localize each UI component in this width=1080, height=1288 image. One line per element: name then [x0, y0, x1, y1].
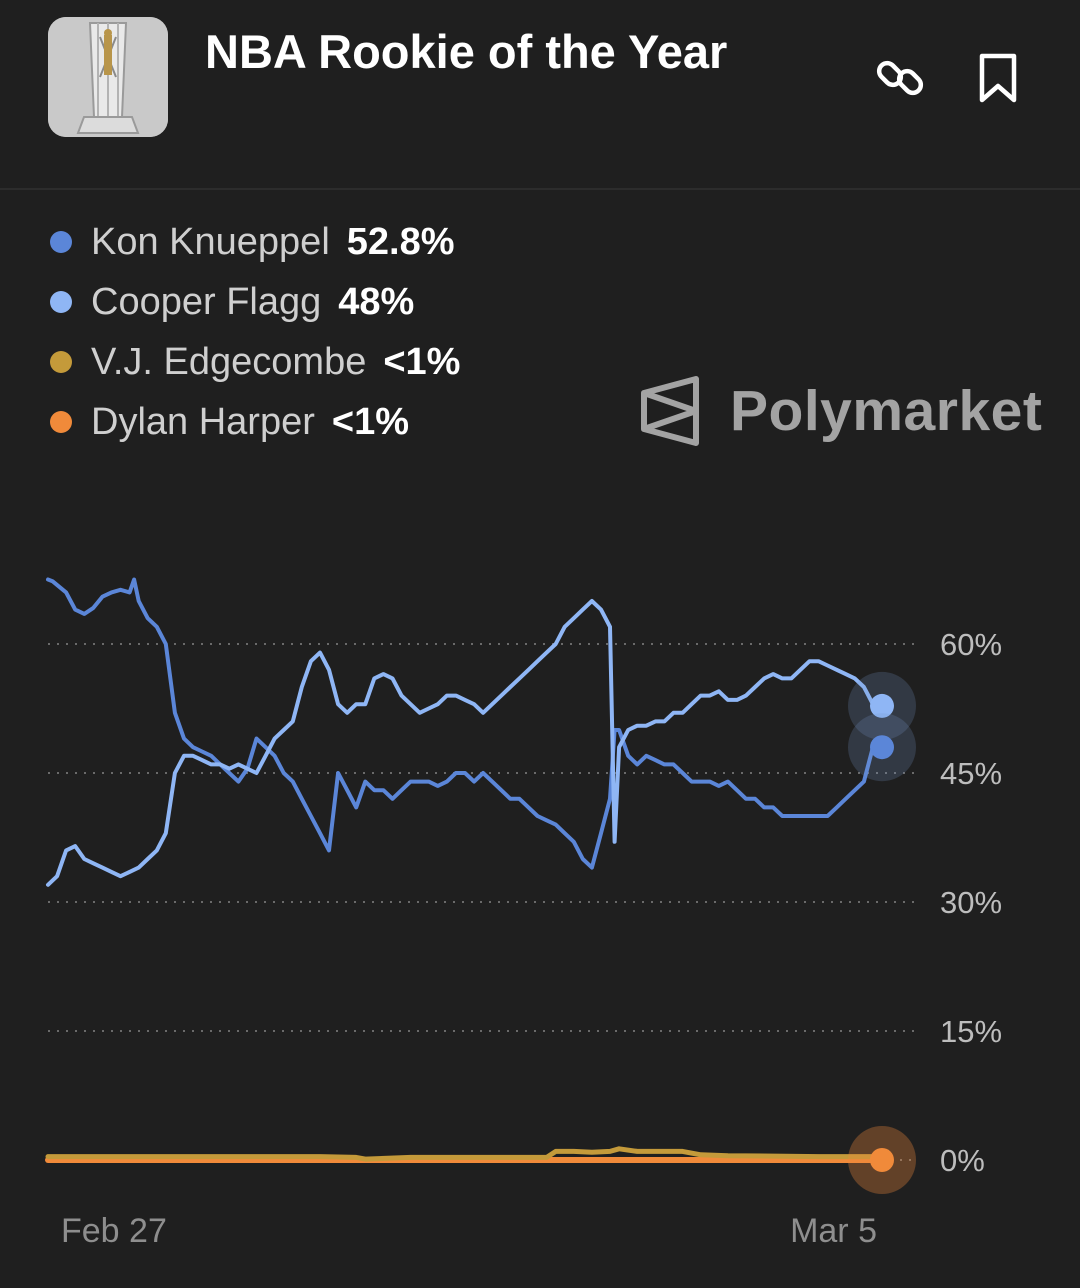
endpoint-dot — [870, 735, 894, 760]
brand-name: Polymarket — [730, 379, 1043, 443]
bookmark-button[interactable] — [970, 50, 1026, 106]
endpoint-dot — [870, 693, 894, 718]
y-tick-label: 0% — [940, 1143, 985, 1178]
legend-name: V.J. Edgecombe — [91, 340, 367, 383]
legend-dot — [50, 291, 72, 313]
market-thumbnail — [48, 17, 168, 137]
bookmark-icon — [979, 53, 1017, 103]
legend-value: <1% — [383, 340, 461, 383]
legend-item: Dylan Harper <1% — [48, 392, 608, 452]
trophy-icon — [48, 17, 168, 137]
legend-value: 52.8% — [346, 220, 455, 263]
polymarket-logo-icon — [641, 376, 699, 446]
series-line — [46, 577, 884, 870]
legend-item: Cooper Flagg 48% — [48, 272, 608, 332]
legend-dot — [50, 411, 72, 433]
series-line — [46, 599, 884, 887]
legend-value: 48% — [338, 280, 415, 323]
legend-item: V.J. Edgecombe <1% — [48, 332, 608, 392]
market-header: NBA Rookie of the Year — [0, 0, 1080, 190]
legend-dot — [50, 351, 72, 373]
legend-name: Dylan Harper — [91, 400, 315, 443]
legend-value: <1% — [331, 400, 409, 443]
polymarket-brand: Polymarket — [640, 375, 1042, 447]
series-line — [45, 1146, 885, 1162]
legend-dot — [50, 231, 72, 253]
link-icon — [876, 60, 924, 96]
y-tick-label: 15% — [940, 1014, 1002, 1049]
legend-item: Kon Knueppel 52.8% — [48, 212, 608, 272]
y-tick-label: 60% — [940, 627, 1002, 662]
copy-link-button[interactable] — [872, 50, 928, 106]
chart-legend: Kon Knueppel 52.8% Cooper Flagg 48% V.J.… — [48, 212, 608, 452]
endpoint-dot — [870, 1148, 894, 1172]
x-tick-label: Mar 5 — [790, 1212, 877, 1250]
legend-name: Kon Knueppel — [91, 220, 330, 263]
y-tick-label: 30% — [940, 885, 1002, 920]
legend-name: Cooper Flagg — [91, 280, 322, 323]
page-title: NBA Rookie of the Year — [205, 25, 728, 78]
y-tick-label: 45% — [940, 756, 1002, 791]
x-tick-label: Feb 27 — [61, 1212, 167, 1250]
